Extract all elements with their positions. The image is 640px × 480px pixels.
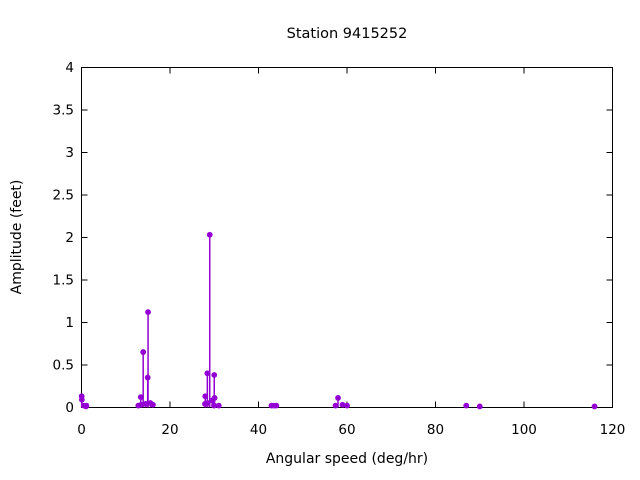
data-point [344, 402, 350, 409]
data-point [140, 349, 147, 355]
y-tick-label: 1.5 [53, 273, 74, 289]
y-tick-label: 4 [65, 60, 74, 76]
x-tick-label: 40 [250, 422, 267, 438]
data-point [211, 372, 218, 378]
data-point [206, 231, 213, 238]
chart-title: Station 9415252 [287, 26, 408, 42]
data-series-layer [78, 231, 598, 410]
y-tick-label: 3.5 [53, 103, 74, 119]
y-tick-label: 2.5 [53, 188, 74, 204]
x-tick-label: 100 [511, 422, 537, 438]
data-point [215, 402, 222, 409]
y-tick-label: 0.5 [53, 358, 74, 374]
x-tick-label: 60 [338, 422, 355, 438]
x-tick-label: 20 [161, 422, 178, 438]
plot-border [81, 66, 613, 408]
data-point [145, 309, 151, 315]
x-tick-label: 120 [600, 422, 626, 438]
y-tick-label: 2 [65, 230, 74, 246]
data-point [137, 394, 144, 400]
data-point [332, 402, 339, 409]
y-tick-label: 1 [65, 315, 74, 331]
data-point [335, 395, 341, 401]
data-point [591, 403, 598, 410]
data-point [83, 402, 90, 409]
x-axis-label: Angular speed (deg/hr) [266, 451, 428, 467]
data-point [204, 370, 211, 377]
data-point [273, 402, 280, 409]
data-point [463, 402, 470, 409]
data-point [476, 403, 483, 410]
data-point [78, 396, 85, 403]
data-point [150, 401, 156, 408]
axes-layer: 0 20 40 60 80 100 120 0 0.5 1 1.5 2 2.5 3 3.5 4 [53, 60, 626, 438]
data-point [339, 401, 346, 408]
data-point [211, 395, 218, 401]
y-tick-label: 0 [65, 400, 74, 416]
x-tick-label: 80 [427, 422, 444, 438]
x-tick-label: 0 [77, 422, 86, 438]
y-axis-label: Amplitude (feet) [9, 180, 25, 295]
y-tick-label: 3 [65, 145, 74, 161]
